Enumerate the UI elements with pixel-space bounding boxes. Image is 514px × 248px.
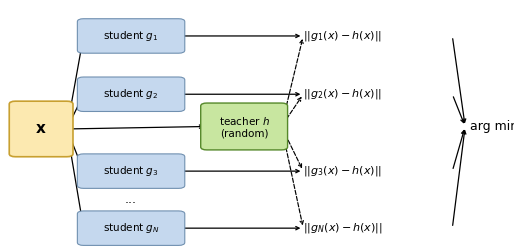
Text: $\mathbf{x}$: $\mathbf{x}$ <box>35 122 47 136</box>
Text: student $g_1$: student $g_1$ <box>103 29 159 43</box>
Text: $||g_N(x)-h(x)||$: $||g_N(x)-h(x)||$ <box>303 221 383 235</box>
FancyBboxPatch shape <box>77 154 185 188</box>
FancyBboxPatch shape <box>77 211 185 246</box>
FancyBboxPatch shape <box>77 19 185 53</box>
Text: $||g_3(x)-h(x)||$: $||g_3(x)-h(x)||$ <box>303 164 382 178</box>
FancyBboxPatch shape <box>9 101 73 157</box>
Text: arg min: arg min <box>470 120 514 133</box>
Text: $||g_2(x)-h(x)||$: $||g_2(x)-h(x)||$ <box>303 87 382 101</box>
FancyBboxPatch shape <box>77 77 185 112</box>
FancyBboxPatch shape <box>200 103 288 150</box>
Text: student $g_N$: student $g_N$ <box>103 221 159 235</box>
Text: ...: ... <box>125 193 137 206</box>
Text: teacher $h$
(random): teacher $h$ (random) <box>218 115 270 138</box>
Text: student $g_2$: student $g_2$ <box>103 87 159 101</box>
Text: student $g_3$: student $g_3$ <box>103 164 159 178</box>
Text: $||g_1(x)-h(x)||$: $||g_1(x)-h(x)||$ <box>303 29 382 43</box>
